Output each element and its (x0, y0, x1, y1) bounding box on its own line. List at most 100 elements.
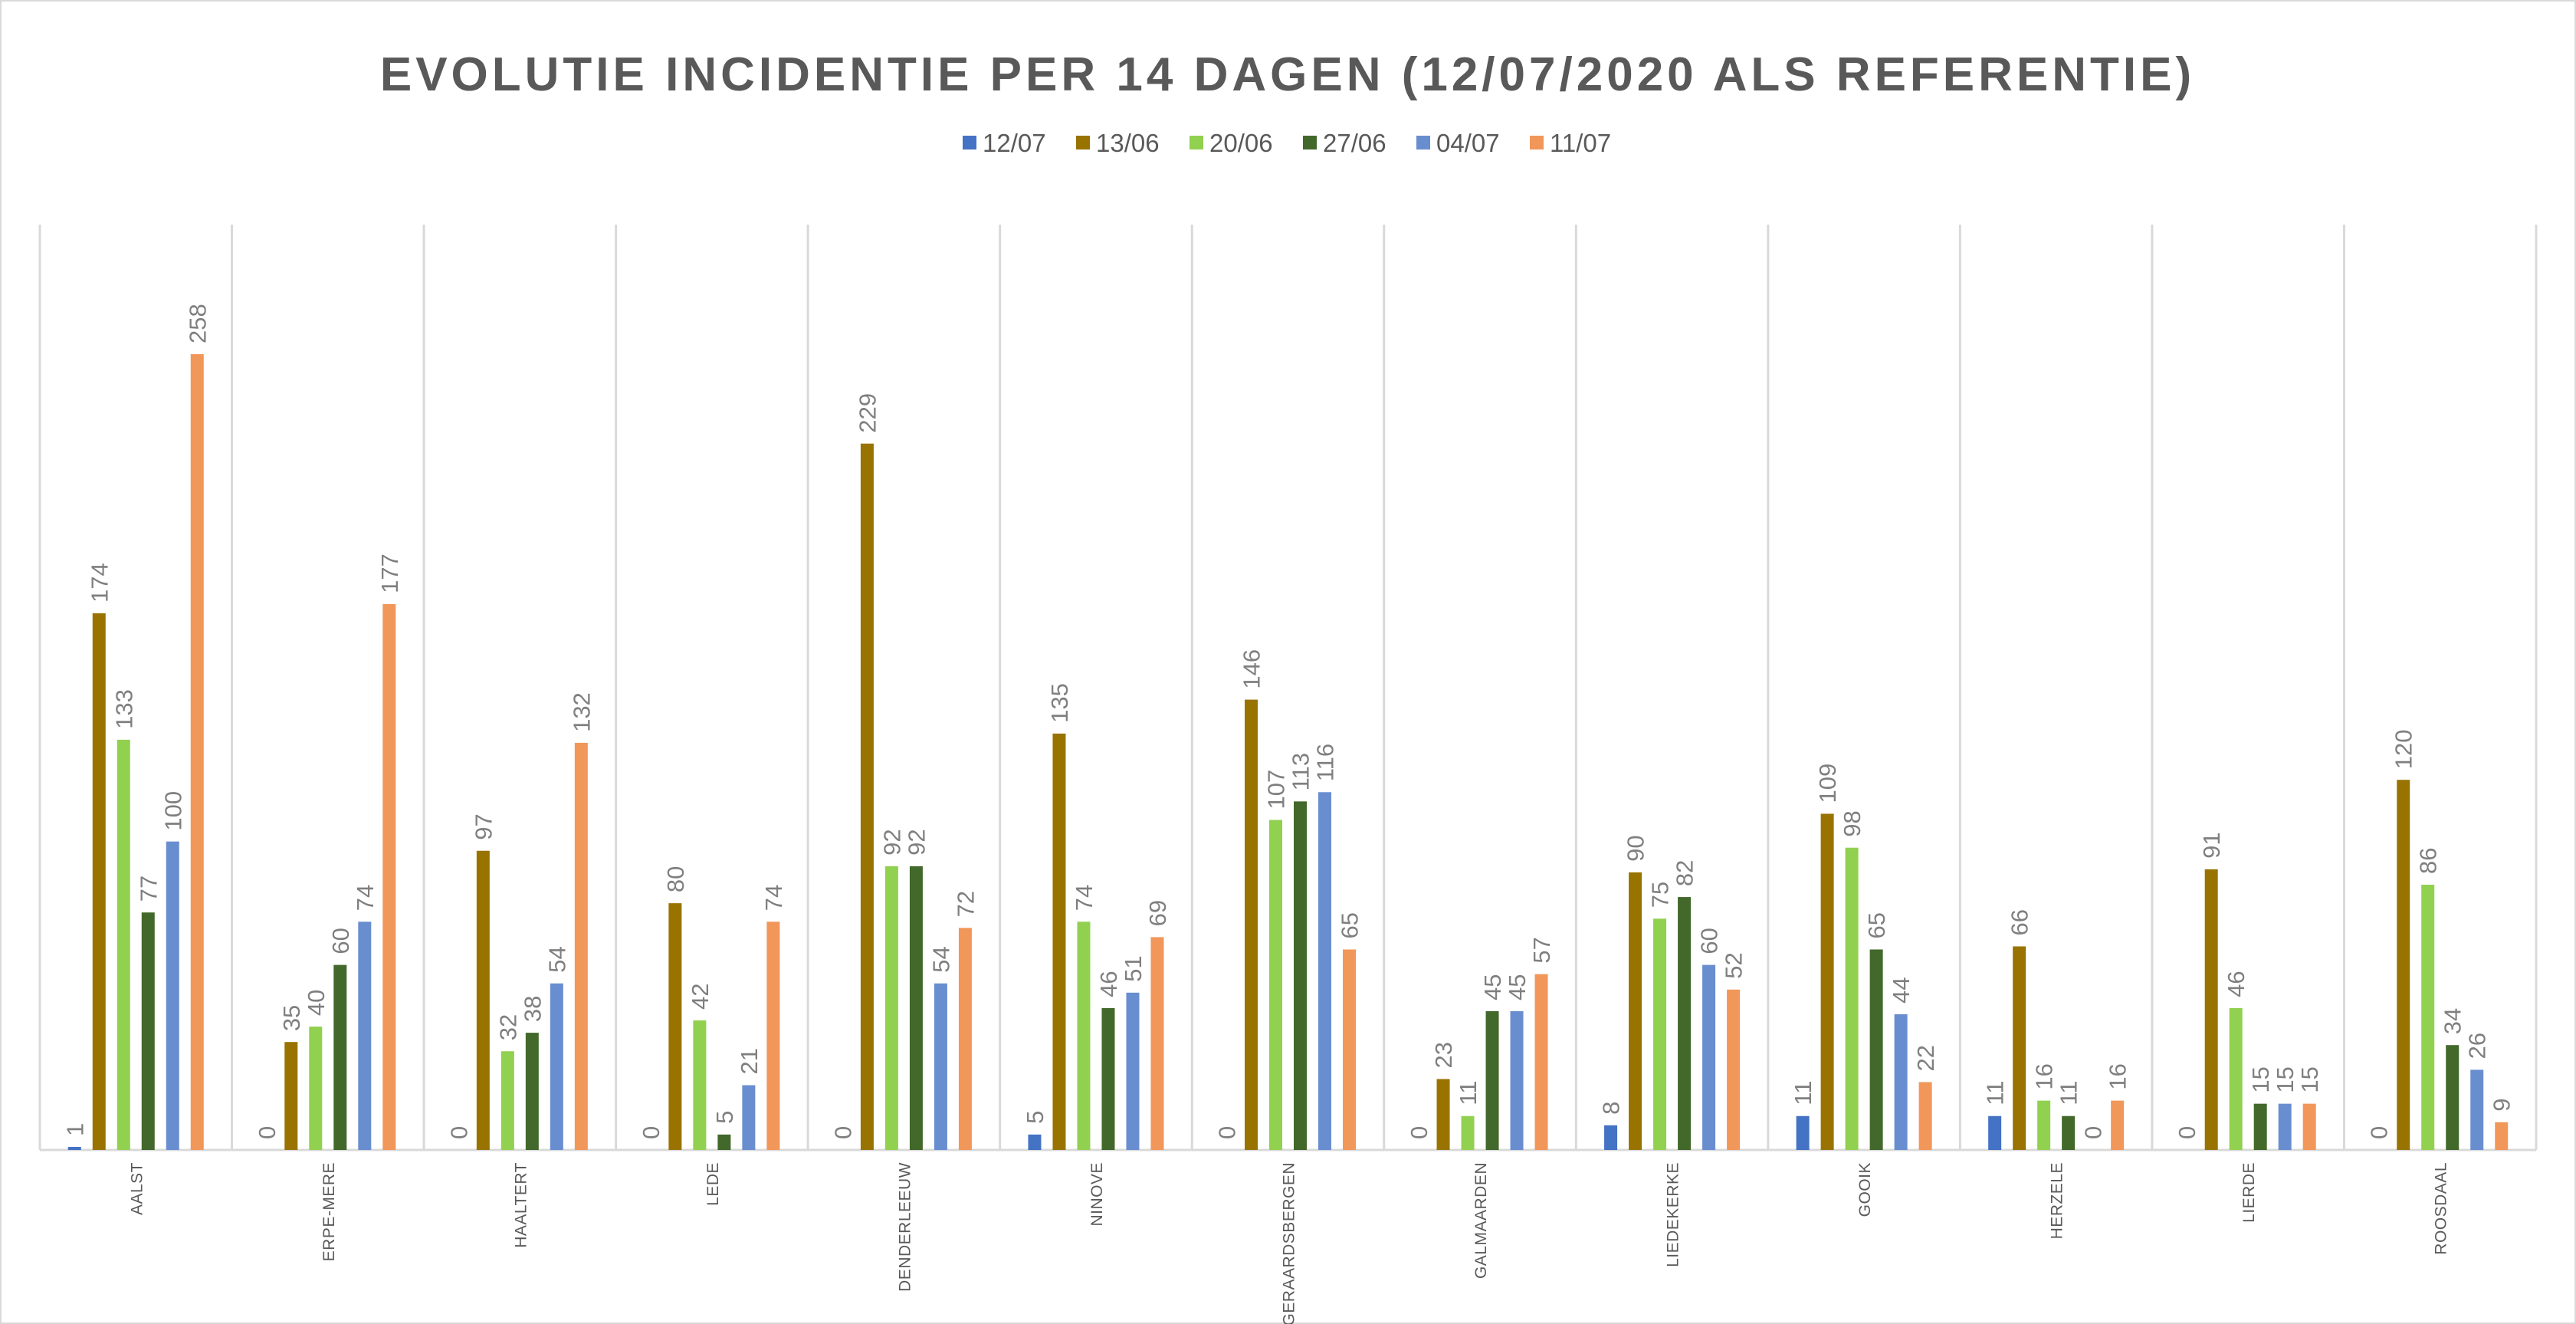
bar-04-07-ninove (1126, 992, 1140, 1150)
bar-13-06-lierde (2204, 869, 2218, 1150)
category-label: LEDE (704, 1162, 722, 1206)
bar-27-06-geraardsbergen (1294, 801, 1307, 1150)
category-label: LIERDE (2240, 1162, 2258, 1223)
bar-20-06-haaltert (500, 1051, 514, 1150)
data-label: 146 (1239, 649, 1265, 689)
category-label: LIEDEKERKE (1665, 1162, 1682, 1267)
data-label: 45 (1504, 974, 1531, 1000)
bar-13-06-ninove (1052, 733, 1066, 1150)
bar-13-06-lede (668, 903, 682, 1150)
data-label: 65 (1863, 912, 1890, 938)
bar-11-07-denderleeuw (958, 928, 972, 1150)
legend-label: 04/07 (1436, 129, 1500, 157)
data-label: 133 (110, 689, 137, 729)
data-label: 100 (159, 791, 186, 831)
bar-27-06-lierde (2253, 1103, 2267, 1150)
data-label: 72 (952, 891, 979, 917)
bar-13-06-galmaarden (1436, 1079, 1450, 1150)
legend: 12/07 13/06 20/06 27/06 04/07 11/07 (963, 129, 1611, 157)
data-label: 0 (445, 1126, 472, 1139)
data-label: 15 (2247, 1066, 2274, 1092)
bar-20-06-roosdaal (2421, 884, 2435, 1150)
bar-20-06-denderleeuw (884, 866, 898, 1150)
data-label: 5 (711, 1111, 738, 1124)
data-label: 77 (135, 876, 162, 902)
bar-04-07-aalst (166, 841, 179, 1150)
data-label: 135 (1046, 683, 1073, 723)
data-label: 113 (1288, 753, 1314, 790)
data-label: 9 (2489, 1099, 2515, 1112)
bar-11-07-herzele (2111, 1100, 2125, 1150)
bar-11-07-erpe-mere (382, 603, 396, 1150)
chart-title: EVOLUTIE INCIDENTIE PER 14 DAGEN (12/07/… (380, 48, 2195, 101)
bar-04-07-lede (742, 1085, 756, 1150)
bar-27-06-galmaarden (1485, 1010, 1499, 1150)
bar-27-06-ninove (1101, 1007, 1115, 1150)
bar-04-07-lierde (2278, 1103, 2292, 1150)
bar-04-07-galmaarden (1510, 1010, 1524, 1150)
data-label: 35 (278, 1005, 305, 1031)
legend-swatch (1076, 136, 1090, 149)
legend-swatch (1416, 136, 1430, 149)
legend-label: 20/06 (1209, 129, 1273, 157)
bar-27-06-herzele (2062, 1115, 2076, 1150)
data-label: 74 (352, 885, 379, 911)
data-label: 0 (829, 1126, 856, 1139)
bar-04-07-haaltert (550, 983, 563, 1150)
bar-13-06-roosdaal (2397, 780, 2410, 1150)
bar-04-07-liedekerke (1702, 964, 1716, 1150)
data-label: 54 (543, 946, 570, 972)
data-label: 98 (1839, 810, 1866, 836)
legend-item: 20/06 (1190, 129, 1273, 157)
category-label: GALMAARDEN (1472, 1162, 1490, 1279)
data-label: 177 (376, 554, 403, 593)
data-label: 75 (1647, 882, 1674, 908)
bar-12-07-herzele (1988, 1115, 2002, 1150)
bar-20-06-erpe-mere (309, 1027, 323, 1150)
legend-item: 13/06 (1076, 129, 1160, 157)
bar-13-06-erpe-mere (284, 1042, 298, 1150)
category-label: ERPE-MERE (320, 1162, 338, 1261)
data-label: 132 (568, 692, 595, 732)
bar-20-06-herzele (2037, 1100, 2051, 1150)
legend-label: 11/07 (1550, 129, 1611, 157)
category-labels: AALST ERPE-MERE HAALTERT LEDE DENDERLEEUW NIN… (128, 1162, 2450, 1324)
legend-swatch (1190, 136, 1203, 149)
data-label: 92 (878, 829, 905, 855)
legend-label: 12/07 (983, 129, 1046, 157)
data-label: 46 (1095, 971, 1122, 997)
category-label: HAALTERT (512, 1162, 530, 1248)
data-label: 109 (1814, 764, 1841, 803)
data-label: 11 (2056, 1081, 2082, 1106)
data-label: 11 (1982, 1081, 2009, 1106)
bar-11-07-ninove (1150, 937, 1164, 1150)
data-label: 11 (1790, 1081, 1816, 1106)
legend-label: 27/06 (1323, 129, 1386, 157)
data-labels: 1174133771002580354060741770973238541320… (61, 304, 2515, 1139)
legend-swatch (963, 136, 976, 149)
data-label: 82 (1672, 860, 1698, 886)
category-label: GOOIK (1856, 1162, 1874, 1217)
data-label: 1 (61, 1123, 88, 1136)
bar-27-06-haaltert (525, 1033, 539, 1150)
bar-04-07-geraardsbergen (1318, 792, 1331, 1150)
data-label: 52 (1721, 952, 1747, 978)
legend-item: 27/06 (1303, 129, 1386, 157)
data-label: 97 (470, 813, 497, 839)
bar-12-07-aalst (67, 1146, 81, 1150)
bar-27-06-roosdaal (2446, 1045, 2460, 1150)
data-label: 46 (2223, 971, 2249, 997)
bar-11-07-liedekerke (1727, 989, 1741, 1150)
data-label: 229 (854, 393, 881, 433)
data-label: 32 (494, 1014, 521, 1040)
bar-13-06-denderleeuw (860, 443, 874, 1150)
data-label: 0 (1406, 1126, 1432, 1139)
data-label: 60 (327, 928, 354, 954)
bar-20-06-geraardsbergen (1269, 820, 1282, 1150)
bar-12-07-ninove (1028, 1134, 1042, 1150)
data-label: 120 (2391, 729, 2417, 769)
data-label: 54 (927, 946, 954, 972)
bar-27-06-gooik (1869, 949, 1883, 1150)
